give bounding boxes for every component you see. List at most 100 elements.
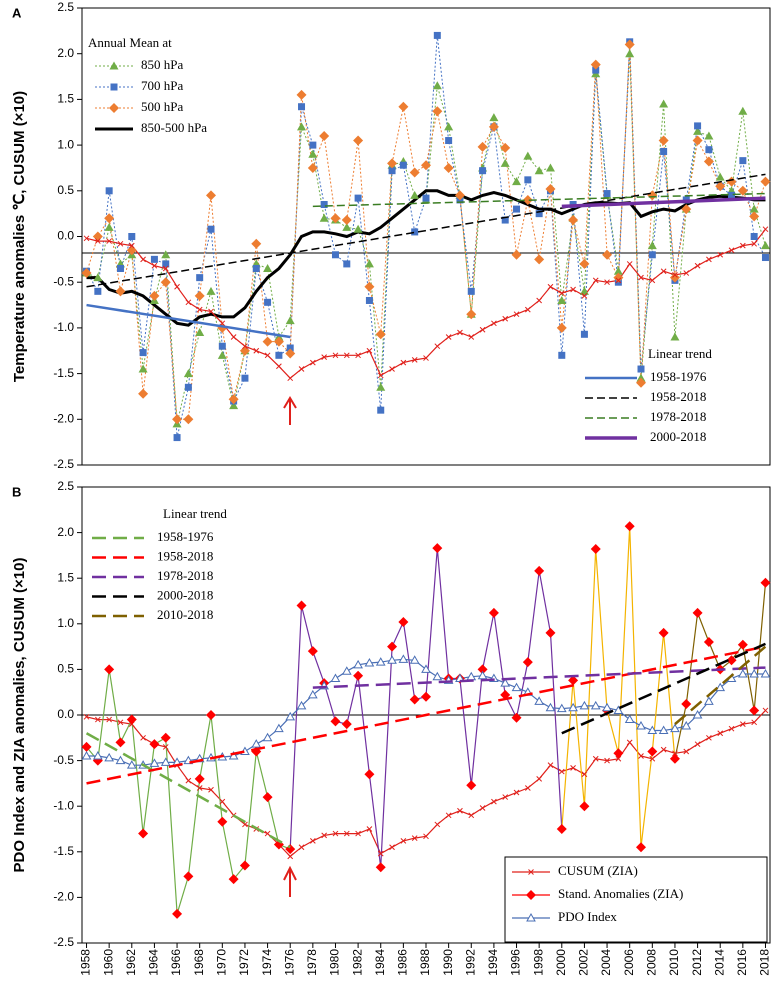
x-tick-label: 2006 — [622, 949, 636, 976]
marker — [604, 279, 610, 286]
marker — [162, 744, 169, 750]
trend-line — [86, 303, 291, 339]
marker — [319, 130, 330, 141]
y-axis-label: PDO Index and ZIA anomalies, CUSUM (×10) — [11, 558, 28, 873]
marker — [692, 709, 703, 719]
marker — [624, 521, 635, 532]
marker — [149, 758, 160, 767]
y-tick-label: 0.5 — [57, 662, 74, 676]
marker — [728, 191, 736, 199]
marker — [683, 748, 690, 755]
marker — [658, 135, 669, 146]
marker — [275, 351, 283, 359]
marker — [432, 106, 443, 117]
marker — [320, 201, 328, 209]
marker — [307, 162, 318, 173]
marker — [287, 375, 294, 382]
y-tick-label: -2.0 — [53, 890, 74, 904]
marker — [410, 190, 420, 199]
y-tick-label: 0.5 — [57, 183, 74, 197]
marker — [298, 366, 305, 372]
marker — [760, 176, 771, 187]
marker — [479, 167, 487, 175]
marker — [660, 268, 667, 275]
marker — [126, 760, 137, 769]
marker — [432, 671, 443, 681]
marker — [526, 912, 536, 922]
y-tick-label: -2.0 — [53, 411, 74, 425]
marker — [196, 306, 203, 313]
marker — [558, 351, 566, 359]
marker — [636, 842, 646, 853]
marker — [128, 242, 135, 249]
marker — [760, 241, 770, 250]
marker — [750, 233, 758, 240]
x-tick-label: 2018 — [758, 949, 772, 976]
y-tick-label: 1.5 — [57, 92, 74, 106]
marker — [115, 737, 126, 748]
marker — [658, 725, 669, 735]
marker — [409, 694, 420, 705]
marker — [366, 826, 373, 832]
marker — [692, 135, 703, 146]
y-tick-label: -1.5 — [53, 366, 74, 380]
marker — [704, 696, 714, 705]
marker — [172, 414, 183, 425]
marker — [602, 702, 612, 712]
marker — [421, 664, 431, 673]
marker — [208, 308, 214, 315]
marker — [547, 283, 554, 290]
marker — [307, 689, 318, 699]
x-tick-label: 1960 — [101, 949, 115, 976]
marker — [502, 315, 509, 322]
marker — [387, 641, 398, 652]
marker — [110, 83, 118, 91]
marker — [568, 675, 579, 686]
marker — [81, 751, 92, 760]
marker — [636, 373, 646, 382]
marker — [547, 762, 554, 769]
marker — [523, 151, 533, 160]
x-tick-label: 1974 — [260, 949, 274, 976]
marker — [681, 204, 692, 215]
marker — [638, 274, 644, 281]
x-tick-label: 1976 — [282, 949, 296, 976]
marker — [694, 262, 701, 269]
marker — [296, 89, 307, 100]
marker — [150, 255, 158, 263]
marker — [160, 277, 171, 288]
legend-title: Annual Mean at — [88, 35, 172, 50]
marker — [647, 725, 658, 735]
x-tick-label: 1984 — [373, 949, 387, 976]
marker — [512, 177, 522, 186]
marker — [737, 185, 748, 196]
marker — [717, 251, 724, 258]
marker — [432, 543, 443, 554]
marker — [364, 259, 374, 268]
marker — [703, 156, 714, 167]
marker — [353, 224, 363, 233]
marker — [241, 374, 249, 382]
marker — [109, 103, 119, 113]
x-tick-label: 2012 — [690, 949, 704, 976]
marker — [536, 297, 543, 304]
marker — [160, 732, 171, 743]
marker — [681, 720, 692, 730]
marker — [649, 277, 656, 284]
marker — [524, 176, 532, 184]
marker — [206, 190, 216, 201]
legend-label: 1978-2018 — [650, 409, 706, 424]
marker — [115, 755, 126, 765]
marker — [398, 654, 409, 663]
marker — [581, 771, 588, 778]
marker — [636, 720, 646, 730]
marker — [536, 775, 543, 782]
marker — [466, 780, 477, 791]
y-tick-label: 2.0 — [57, 46, 74, 60]
marker — [140, 734, 146, 741]
marker — [454, 190, 465, 201]
marker — [253, 347, 260, 354]
marker — [613, 266, 623, 275]
legend-label: PDO Index — [558, 909, 617, 924]
marker — [762, 707, 769, 714]
